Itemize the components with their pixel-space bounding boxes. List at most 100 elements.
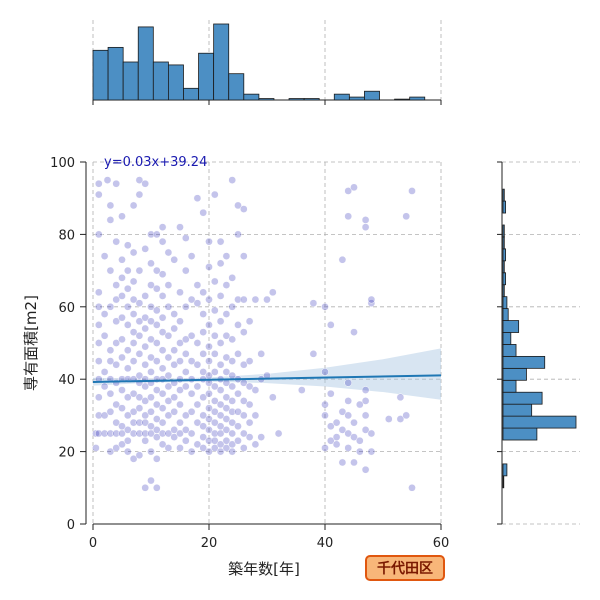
scatter-point [123,241,132,250]
scatter-point [361,397,370,405]
scatter-point [106,407,115,416]
scatter-point [135,190,144,199]
scatter-point [135,350,144,358]
scatter-point [135,418,144,427]
scatter-point [239,397,248,405]
x-hist-bar [303,98,320,101]
scatter-point [187,407,196,416]
scatter-point [176,444,184,452]
scatter-point [123,302,132,311]
scatter-point [251,411,260,420]
scatter-point [123,447,132,456]
scatter-point [129,339,138,347]
scatter-point [112,360,121,369]
scatter-point [228,382,237,391]
scatter-point [135,266,144,275]
scatter-point [326,436,335,445]
scatter-point [147,368,155,376]
scatter-point [170,255,179,264]
x-tick-label: 40 [317,536,334,551]
y-hist-bar [502,391,543,405]
scatter-point [170,324,179,333]
scatter-point [205,436,213,445]
scatter-point [135,429,144,438]
y-tick-label: 0 [67,518,75,533]
scatter-point [170,310,179,318]
scatter-point [193,418,202,427]
scatter-point [251,386,260,394]
scatter-point [245,357,254,365]
scatter-point [152,321,161,329]
scatter-point [210,382,219,391]
scatter-point [326,389,335,398]
scatter-point [216,400,225,409]
scatter-point [158,292,167,300]
scatter-point [216,360,225,369]
scatter-point [222,404,231,413]
scatter-point [210,331,219,340]
scatter-point [361,216,370,224]
scatter-point [268,393,277,402]
scatter-point [152,386,161,394]
scatter-point [181,302,190,311]
scatter-point [118,292,126,300]
x-tick-label: 20 [201,536,218,551]
scatter-point [205,237,213,246]
scatter-point [164,444,173,452]
y-hist-bar [502,355,546,369]
scatter-point [205,415,213,423]
scatter-point [118,212,126,221]
scatter-point [129,407,138,416]
y-hist-bar [502,332,512,345]
scatter-point [94,179,103,188]
scatter-point [176,339,184,347]
scatter-point [193,281,202,289]
scatter-point [268,288,277,297]
scatter-point [187,331,196,340]
scatter-point [176,375,184,384]
scatter-point [94,302,103,311]
scatter-point [141,245,150,253]
scatter-point [239,444,248,452]
scatter-point [170,407,179,416]
x-hist-bar [183,87,199,101]
scatter-point [205,389,213,398]
scatter-point [141,483,150,492]
scatter-point [199,433,208,441]
scatter-point [402,411,411,420]
scatter-point [234,350,242,358]
scatter-point [135,317,144,326]
scatter-point [210,368,219,376]
scatter-point [152,339,161,347]
scatter-point [100,411,109,420]
x-hist-bar [198,52,215,101]
scatter-point [176,288,184,297]
scatter-point [176,357,184,365]
scatter-point [129,357,138,365]
scatter-point [118,422,126,431]
scatter-point [158,429,167,438]
scatter-point [170,346,179,355]
scatter-point [193,339,202,347]
scatter-point [222,368,231,376]
scatter-point [193,382,202,391]
scatter-point [94,411,103,420]
scatter-point [234,201,242,210]
scatter-point [332,418,341,427]
scatter-point [210,350,219,358]
scatter-point [344,187,353,195]
scatter-point [205,426,213,434]
scatter-point [326,422,335,431]
scatter-point [216,440,225,449]
scatter-point [176,418,184,427]
y-hist-bar [502,379,517,393]
scatter-point [164,331,173,340]
scatter-point [152,426,161,434]
scatter-point [118,335,126,344]
scatter-point [216,317,225,326]
y-tick-label: 80 [58,228,75,243]
scatter-point [239,429,248,438]
x-hist-bar [213,23,230,101]
scatter-point [100,252,109,260]
scatter-point [123,393,132,402]
